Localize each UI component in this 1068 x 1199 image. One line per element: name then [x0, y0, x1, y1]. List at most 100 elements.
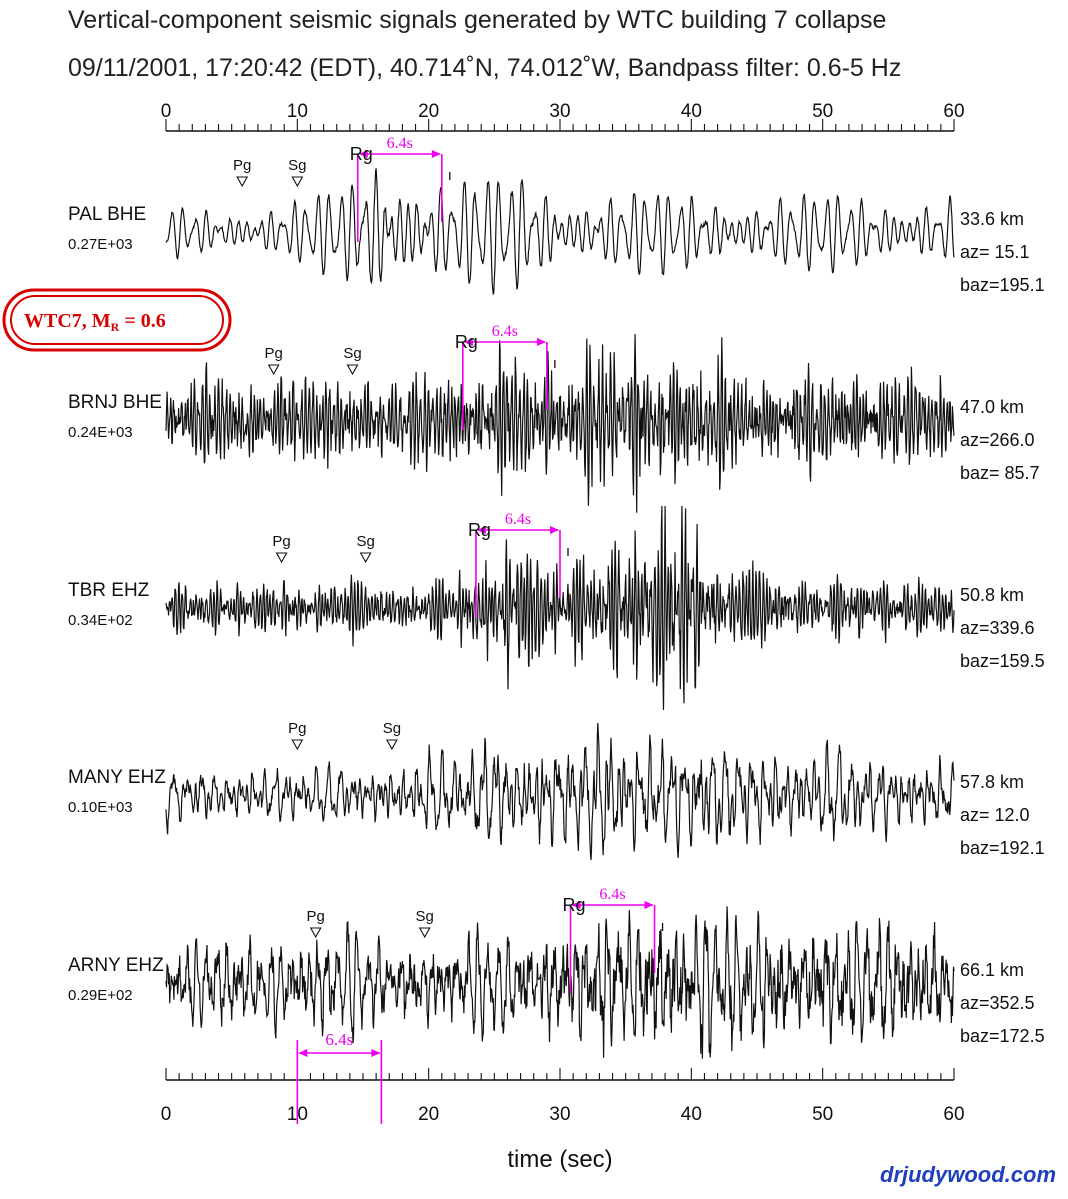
- chart-subtitle: 09/11/2001, 17:20:42 (EDT), 40.714˚N, 74…: [68, 54, 901, 82]
- rg-arrow-head-left: [571, 901, 581, 909]
- station-label: PAL BHE: [68, 204, 146, 225]
- rg-label: Rg: [468, 520, 491, 540]
- azimuth-label: az=352.5: [960, 993, 1035, 1013]
- trace-group-arny: ARNY EHZ 0.29E+02 66.1 km az=352.5 baz=172.5…: [68, 886, 1045, 1059]
- amplitude-label: 0.24E+03: [68, 424, 133, 441]
- amplitude-label: 0.29E+02: [68, 987, 133, 1004]
- top-tick-label: 60: [943, 101, 964, 122]
- ref-arrow-head-right: [371, 1049, 381, 1057]
- pg-marker: [275, 552, 288, 564]
- badge-text: WTC7, MR = 0.6: [24, 310, 166, 334]
- bottom-tick-label: 50: [812, 1104, 833, 1125]
- distance-label: 47.0 km: [960, 397, 1024, 417]
- chart-title: Vertical-component seismic signals gener…: [68, 6, 886, 34]
- rg-arrow-head-left: [358, 150, 368, 158]
- station-label: MANY EHZ: [68, 767, 166, 788]
- rg-arrow-head-right: [431, 150, 441, 158]
- top-tick-label: 30: [549, 101, 570, 122]
- waveform-line: [165, 505, 955, 711]
- trace-group-brnj: BRNJ BHE 0.24E+03 47.0 km az=266.0 baz= 85.7…: [68, 323, 1040, 513]
- top-tick-label: 50: [812, 101, 833, 122]
- top-tick-label: 20: [418, 101, 439, 122]
- magnitude-badge: WTC7, MR = 0.6: [2, 288, 232, 352]
- amplitude-label: 0.27E+03: [68, 236, 133, 253]
- rg-duration-label: 6.4s: [505, 511, 531, 528]
- rg-label: Rg: [455, 332, 478, 352]
- azimuth-label: az=266.0: [960, 430, 1035, 450]
- pg-label: Pg: [288, 720, 306, 737]
- rg-arrow-head-left: [463, 338, 473, 346]
- waveform-line: [165, 168, 955, 295]
- bottom-tick-label: 60: [943, 1104, 964, 1125]
- distance-label: 50.8 km: [960, 585, 1024, 605]
- trace-group-pal: PAL BHE 0.27E+03 33.6 km az= 15.1 baz=195.1 P…: [68, 135, 1045, 295]
- top-tick-label: 10: [287, 101, 308, 122]
- azimuth-label: az= 15.1: [960, 242, 1030, 262]
- ref-duration-label: 6.4s: [325, 1030, 353, 1049]
- pg-label: Pg: [307, 908, 325, 925]
- sg-marker: [385, 739, 398, 751]
- azimuth-label: az= 12.0: [960, 805, 1030, 825]
- distance-label: 57.8 km: [960, 772, 1024, 792]
- pg-label: Pg: [272, 533, 290, 550]
- trace-group-many: MANY EHZ 0.10E+03 57.8 km az= 12.0 baz=192.1…: [68, 720, 1045, 861]
- amplitude-label: 0.34E+02: [68, 612, 133, 629]
- amplitude-label: 0.10E+03: [68, 799, 133, 816]
- station-label: TBR EHZ: [68, 580, 150, 601]
- back-azimuth-label: baz=192.1: [960, 838, 1045, 858]
- reference-duration-arrow: 6.4s: [296, 1030, 383, 1124]
- sg-marker: [346, 364, 359, 376]
- top-tick-label: 40: [681, 101, 702, 122]
- sg-marker: [291, 176, 304, 188]
- sg-label: Sg: [288, 157, 306, 174]
- pg-label: Pg: [265, 345, 283, 362]
- credit-link[interactable]: drjudywood.com: [880, 1162, 1056, 1187]
- bottom-tick-label: 20: [418, 1104, 439, 1125]
- waveform-line: [165, 722, 955, 861]
- bottom-tick-label: 30: [549, 1104, 570, 1125]
- sg-label: Sg: [356, 533, 374, 550]
- pg-marker: [291, 739, 304, 751]
- back-azimuth-label: baz=159.5: [960, 651, 1045, 671]
- rg-duration-label: 6.4s: [599, 886, 625, 903]
- rg-arrow-head-right: [536, 338, 546, 346]
- x-axis-label: time (sec): [507, 1146, 612, 1173]
- pg-marker: [309, 927, 322, 939]
- rg-label: Rg: [563, 895, 586, 915]
- top-tick-label: 0: [161, 101, 172, 122]
- rg-label: Rg: [350, 144, 373, 164]
- trace-group-tbr: TBR EHZ 0.34E+02 50.8 km az=339.6 baz=159.5 P…: [68, 505, 1045, 711]
- azimuth-label: az=339.6: [960, 618, 1035, 638]
- sg-marker: [418, 927, 431, 939]
- sg-marker: [359, 552, 372, 564]
- distance-label: 66.1 km: [960, 960, 1024, 980]
- rg-arrow-head-left: [476, 526, 486, 534]
- back-azimuth-label: baz=195.1: [960, 275, 1045, 295]
- sg-label: Sg: [343, 345, 361, 362]
- bottom-tick-label: 0: [161, 1104, 172, 1125]
- seismic-traces: PAL BHE 0.27E+03 33.6 km az= 15.1 baz=195.1 P…: [68, 135, 1045, 1059]
- rg-duration-label: 6.4s: [387, 135, 413, 152]
- bottom-tick-label: 40: [681, 1104, 702, 1125]
- rg-duration-label: 6.4s: [492, 323, 518, 340]
- pg-marker: [267, 364, 280, 376]
- ref-arrow-head-left: [298, 1049, 308, 1057]
- sg-label: Sg: [383, 720, 401, 737]
- top-time-axis: 0 10 20 30 40 50 60: [161, 101, 965, 132]
- pg-label: Pg: [233, 157, 251, 174]
- waveform-line: [165, 333, 955, 513]
- distance-label: 33.6 km: [960, 209, 1024, 229]
- badge-main: WTC7, M: [24, 310, 111, 332]
- station-label: ARNY EHZ: [68, 955, 164, 976]
- bottom-time-axis: 0 10 20 30 40 50 60: [161, 1068, 965, 1125]
- waveform-line: [165, 906, 955, 1059]
- pg-marker: [236, 176, 249, 188]
- badge-suffix: = 0.6: [119, 310, 165, 332]
- back-azimuth-label: baz=172.5: [960, 1026, 1045, 1046]
- sg-label: Sg: [416, 908, 434, 925]
- rg-arrow-head-right: [644, 901, 654, 909]
- back-azimuth-label: baz= 85.7: [960, 463, 1040, 483]
- badge-subscript: R: [111, 320, 120, 334]
- station-label: BRNJ BHE: [68, 392, 162, 413]
